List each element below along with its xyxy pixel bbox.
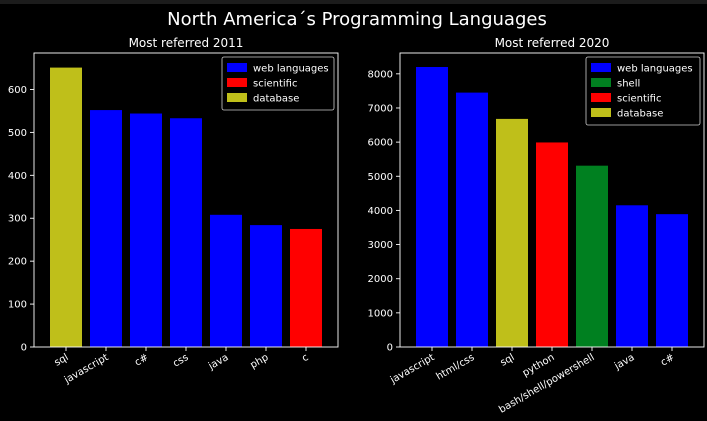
y-tick-label: 500 [8, 128, 27, 139]
bar-php [250, 225, 282, 347]
x-tick-label-java: java [612, 352, 637, 373]
chart-2020: 0 1000 2000 3000 4000 5000 6000 7000 8000 javascr… [368, 36, 705, 416]
y-tick-label: 7000 [368, 103, 393, 114]
legend-label-scientific: scientific [253, 79, 297, 90]
y-tick-label: 3000 [368, 240, 393, 251]
legend-label-web-languages: web languages [253, 64, 329, 75]
legend-swatch-scientific [591, 93, 611, 102]
x-tick-label-c: c# [133, 352, 151, 368]
bar-bash-shell-powershell [576, 165, 608, 347]
x-tick-label-c: c# [659, 352, 677, 368]
legend-swatch-web-languages [227, 63, 247, 72]
legend-box [221, 56, 335, 111]
y-tick-label: 400 [8, 171, 27, 182]
bar-javascript [90, 110, 122, 347]
legend-label-database: database [253, 94, 299, 105]
legend-swatch-scientific [227, 78, 247, 87]
y-tick-label: 600 [8, 85, 27, 96]
bar-c [290, 228, 322, 347]
legend-label-database: database [617, 109, 663, 120]
figure-title: North America´s Programming Languages [167, 9, 547, 30]
x-tick-label-sql: sql [499, 352, 517, 369]
legend-swatch-database [591, 108, 611, 117]
y-tick-label: 0 [21, 343, 27, 354]
y-tick-label: 0 [387, 343, 393, 354]
x-tick-label-javascript: javascript [388, 352, 437, 386]
y-tick-label: 5000 [368, 172, 393, 183]
legend-swatch-shell [591, 78, 611, 87]
bar-c [656, 214, 688, 347]
y-tick-label: 6000 [368, 138, 393, 149]
x-tick-label-php: php [249, 352, 271, 371]
subplot-title: Most referred 2011 [129, 36, 244, 50]
x-tick-label-html-css: html/css [435, 352, 477, 383]
bar-c [130, 113, 162, 348]
bar-python [536, 142, 568, 347]
legend-box [585, 56, 701, 126]
legend-label-web-languages: web languages [617, 64, 693, 75]
bar-java [210, 214, 242, 347]
window-top-strip [0, 0, 707, 4]
x-tick-label-c: c [300, 352, 310, 364]
bar-sql [50, 67, 82, 347]
bar-sql [496, 118, 528, 348]
bar-javascript [416, 67, 448, 347]
bar-java [616, 205, 648, 347]
legend-label-shell: shell [617, 79, 640, 90]
y-tick-label: 200 [8, 257, 27, 268]
y-tick-label: 8000 [368, 69, 393, 80]
y-tick-label: 300 [8, 214, 27, 225]
x-tick-label-css: css [171, 352, 190, 369]
y-tick-label: 100 [8, 300, 27, 311]
bar-html-css [456, 92, 488, 347]
y-tick-label: 1000 [368, 308, 393, 319]
x-tick-label-java: java [206, 352, 231, 373]
subplot-title: Most referred 2020 [495, 36, 610, 50]
y-tick-label: 2000 [368, 274, 393, 285]
legend-swatch-web-languages [591, 63, 611, 72]
bar-css [170, 118, 202, 348]
y-tick-label: 4000 [368, 206, 393, 217]
legend-label-scientific: scientific [617, 94, 661, 105]
x-tick-label-sql: sql [53, 352, 71, 369]
legend-swatch-database [227, 93, 247, 102]
x-tick-label-javascript: javascript [62, 352, 111, 386]
